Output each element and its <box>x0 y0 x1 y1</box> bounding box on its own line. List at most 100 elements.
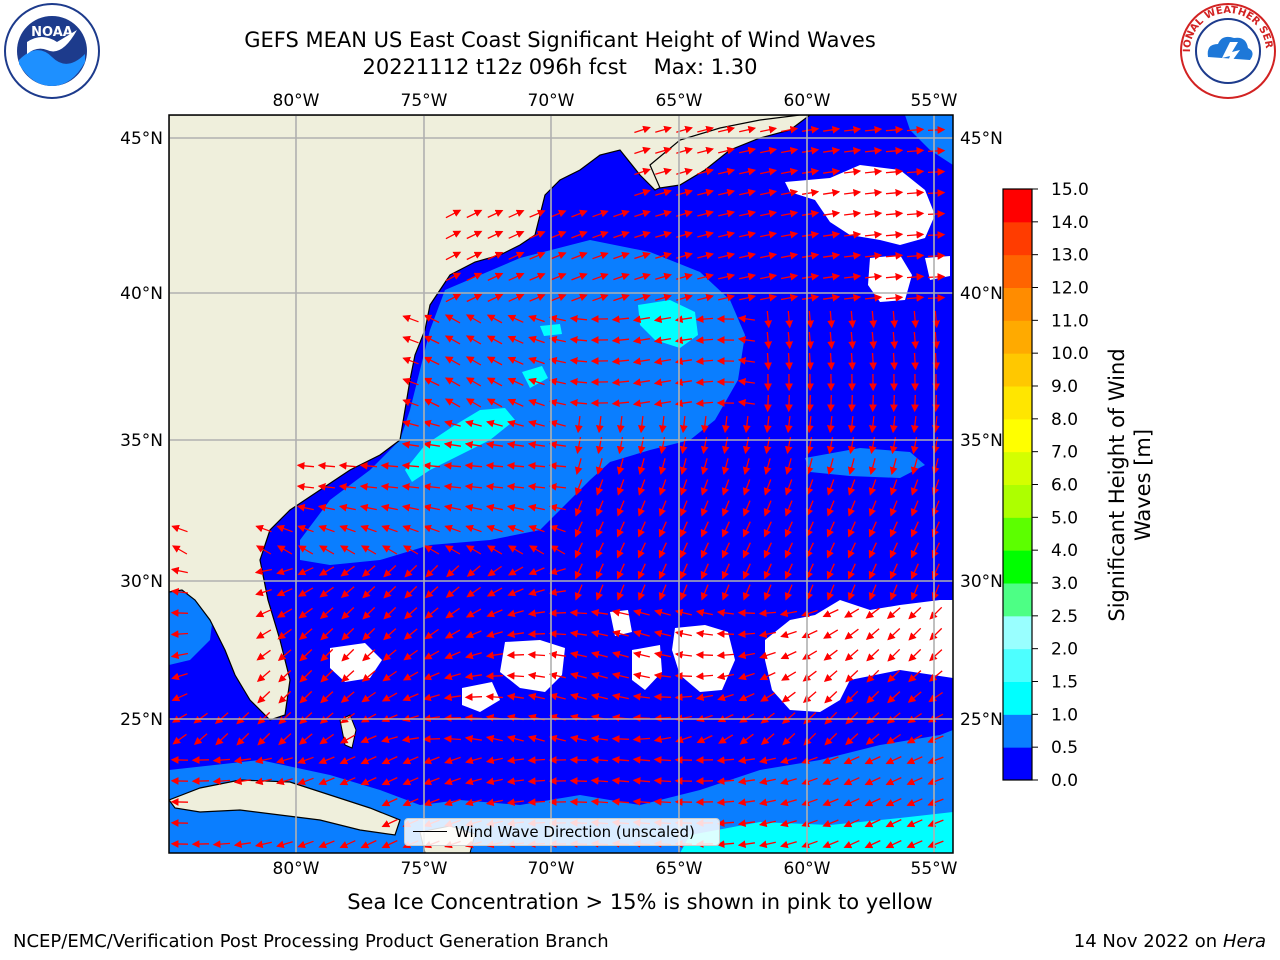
wave-direction-arrow <box>381 840 398 849</box>
wave-direction-arrow <box>738 672 755 681</box>
wave-direction-arrow <box>655 167 672 176</box>
wave-direction-arrow <box>170 609 189 617</box>
wave-direction-arrow <box>318 777 335 786</box>
wave-direction-arrow <box>780 293 799 302</box>
wave-direction-arrow <box>383 628 397 641</box>
wave-direction-arrow <box>338 503 356 512</box>
wave-direction-arrow <box>653 693 672 701</box>
wave-direction-arrow <box>866 690 880 704</box>
lat-label-right: 30°N <box>960 572 1003 592</box>
wave-direction-arrow <box>632 399 651 408</box>
wave-direction-arrow <box>550 251 567 260</box>
wave-direction-arrow <box>927 189 946 197</box>
wave-direction-arrow <box>592 272 609 281</box>
wave-direction-arrow <box>527 798 546 806</box>
wave-direction-arrow <box>465 335 482 345</box>
wave-direction-arrow <box>637 542 646 559</box>
wave-direction-arrow <box>611 608 629 617</box>
wave-direction-arrow <box>827 331 836 350</box>
wave-direction-arrow <box>548 314 566 323</box>
wave-direction-arrow <box>595 479 604 496</box>
wave-direction-arrow <box>695 629 713 638</box>
wave-direction-arrow <box>444 756 461 765</box>
wave-direction-arrow <box>801 293 820 302</box>
wave-direction-arrow <box>801 188 820 197</box>
wave-direction-arrow <box>653 735 672 744</box>
wave-direction-arrow <box>906 819 923 828</box>
wave-direction-arrow <box>236 712 250 725</box>
wave-direction-arrow <box>443 503 461 512</box>
colorbar-segment <box>1003 517 1032 551</box>
wave-direction-arrow <box>826 563 835 580</box>
colorbar-tick-label: 9.0 <box>1051 377 1078 397</box>
wave-direction-arrow <box>549 692 566 701</box>
wave-direction-arrow <box>843 819 860 828</box>
wave-direction-arrow <box>801 230 820 239</box>
wave-direction-arrow <box>611 692 629 701</box>
wave-direction-arrow <box>485 777 503 786</box>
legend-line-swatch <box>413 831 447 832</box>
wave-direction-arrow <box>869 352 877 371</box>
wave-direction-arrow <box>550 209 567 218</box>
wave-direction-arrow <box>928 670 943 682</box>
wave-direction-arrow <box>361 691 376 703</box>
wave-direction-arrow <box>721 563 730 580</box>
wave-direction-arrow <box>443 440 461 449</box>
wave-direction-arrow <box>763 584 772 601</box>
wave-direction-arrow <box>864 293 883 302</box>
wave-direction-arrow <box>381 545 398 555</box>
wave-direction-arrow <box>443 482 462 491</box>
wave-direction-arrow <box>444 524 461 533</box>
wave-direction-arrow <box>737 609 756 617</box>
wave-direction-arrow <box>739 230 757 239</box>
wave-direction-arrow <box>865 628 880 641</box>
wave-direction-arrow <box>611 315 630 324</box>
wave-direction-arrow <box>695 378 714 387</box>
wave-direction-arrow <box>653 650 671 659</box>
wave-direction-arrow <box>422 461 441 470</box>
colorbar-label-line1: Significant Height of Wind <box>1105 348 1129 621</box>
wave-direction-arrow <box>422 482 441 491</box>
wave-direction-arrow <box>779 609 798 618</box>
wave-direction-arrow <box>906 125 925 134</box>
wave-direction-arrow <box>780 840 797 849</box>
wave-direction-arrow <box>487 565 502 577</box>
wave-direction-arrow <box>278 733 292 746</box>
wave-direction-arrow <box>885 777 902 786</box>
wave-direction-arrow <box>763 416 772 434</box>
wave-direction-arrow <box>571 251 588 260</box>
wave-direction-arrow <box>401 482 420 491</box>
wave-direction-arrow <box>277 649 292 662</box>
wave-direction-arrow <box>910 458 919 475</box>
wave-direction-arrow <box>233 756 251 765</box>
colorbar-tick-label: 0.5 <box>1051 738 1078 758</box>
wave-direction-arrow <box>402 798 419 807</box>
wave-direction-arrow <box>801 125 820 134</box>
wave-direction-arrow <box>507 566 524 576</box>
wave-direction-arrow <box>655 251 672 260</box>
wave-direction-arrow <box>695 336 714 345</box>
wave-direction-arrow <box>319 607 334 620</box>
wave-direction-arrow <box>444 798 461 807</box>
wave-direction-arrow <box>718 188 736 197</box>
wave-direction-arrow <box>299 690 313 704</box>
nws-logo-icon: NATIONAL WEATHER SERVICE <box>1178 2 1276 99</box>
wave-direction-arrow <box>486 630 503 639</box>
wave-direction-arrow <box>737 398 755 407</box>
wave-direction-arrow <box>571 293 588 302</box>
wave-direction-arrow <box>506 461 525 470</box>
colorbar-tick-label: 3.0 <box>1051 574 1078 594</box>
wave-direction-arrow <box>655 188 672 197</box>
no-data-south-b <box>500 640 565 692</box>
wave-direction-arrow <box>465 356 482 366</box>
wave-direction-arrow <box>739 146 757 155</box>
no-data-south-d <box>330 643 382 682</box>
wave-direction-arrow <box>927 231 946 239</box>
wave-direction-arrow <box>889 500 898 517</box>
wave-direction-arrow <box>402 545 419 555</box>
wave-direction-arrow <box>423 545 440 555</box>
wave-direction-arrow <box>485 461 504 470</box>
wave-direction-arrow <box>721 458 730 475</box>
wave-direction-arrow <box>569 377 588 386</box>
wave-direction-arrow <box>359 482 378 491</box>
